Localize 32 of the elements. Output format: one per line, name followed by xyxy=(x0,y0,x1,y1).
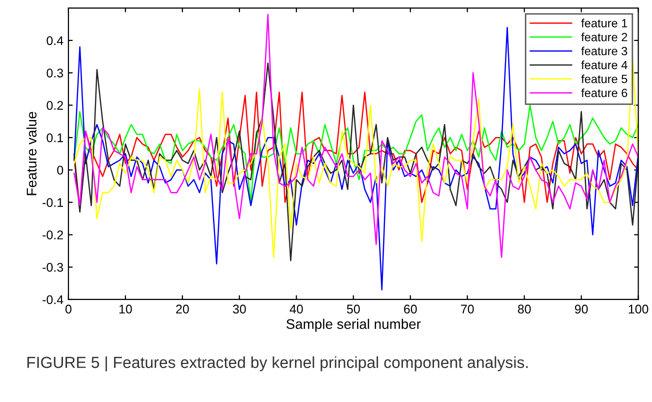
y-tick-label: 0 xyxy=(57,166,64,175)
x-tick-label: 0 xyxy=(65,304,72,314)
line-series xyxy=(74,104,638,203)
y-axis-title: Feature value xyxy=(26,112,37,196)
y-tick-label: -0.3 xyxy=(42,262,64,272)
x-axis-title: Sample serial number xyxy=(286,318,421,332)
x-tick-label: 90 xyxy=(574,304,588,314)
line-series xyxy=(74,26,638,290)
y-tick-label: -0.2 xyxy=(42,230,63,240)
legend-label: feature 1 xyxy=(581,18,628,28)
caption: FIGURE 5 | Features extracted by kernel principal component analysis. xyxy=(27,356,528,372)
y-tick-label: 0.1 xyxy=(46,133,63,142)
legend-label: feature 5 xyxy=(581,74,628,84)
x-tick-label: 20 xyxy=(176,304,189,314)
legend-label: feature 2 xyxy=(581,32,628,42)
y-tick-label: 0.3 xyxy=(46,68,64,78)
line-series xyxy=(74,14,638,258)
legend-label: feature 3 xyxy=(581,46,628,56)
y-tick-label: -0.1 xyxy=(42,198,63,207)
y-tick-label: 0.4 xyxy=(46,36,64,46)
x-tick-label: 10 xyxy=(119,304,132,314)
y-tick-label: -0.4 xyxy=(42,295,64,304)
legend-label: feature 4 xyxy=(581,60,628,70)
x-tick-label: 80 xyxy=(518,304,531,314)
x-tick-label: 40 xyxy=(290,304,303,314)
legend-label: feature 6 xyxy=(581,88,628,98)
x-tick-label: 50 xyxy=(346,304,360,314)
x-tick-label: 60 xyxy=(404,304,417,314)
x-tick-label: 70 xyxy=(461,304,474,314)
x-tick-label: 30 xyxy=(232,304,246,314)
x-tick-label: 100 xyxy=(628,304,648,314)
y-tick-label: 0.2 xyxy=(46,100,63,110)
